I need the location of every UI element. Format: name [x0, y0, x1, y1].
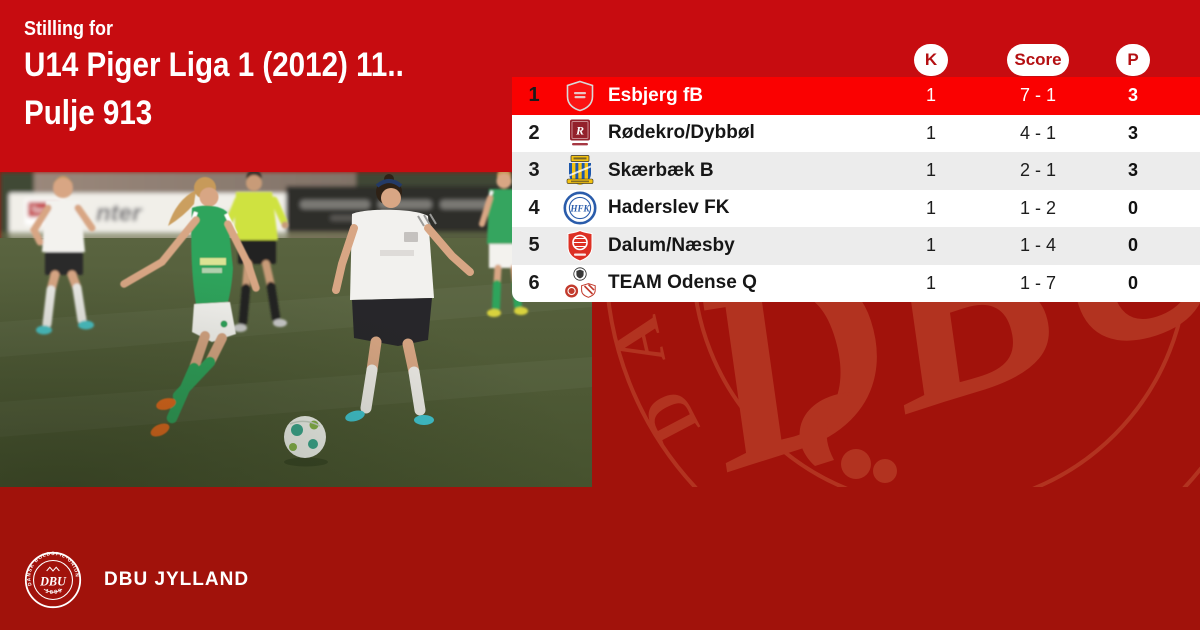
column-header-score: Score	[1007, 44, 1069, 76]
brand-name: DBU JYLLAND	[104, 569, 250, 590]
match-photo: Tec nter Vejle	[0, 172, 592, 487]
rank: 3	[528, 159, 540, 182]
team-name: Rødekro/Dybbøl	[608, 122, 755, 144]
team-name: Dalum/Næsby	[608, 234, 735, 256]
matches-played: 1	[925, 272, 936, 293]
table-row: 2 R Rødekro/Dybbøl 1 4 - 1 3	[512, 114, 1200, 153]
eyebrow-label: Stilling for	[24, 18, 114, 40]
score-value: 1 - 2	[1019, 197, 1057, 218]
banner-brand-text: nter	[96, 200, 143, 227]
team-name: Haderslev FK	[608, 197, 730, 219]
team-logo-dalum	[558, 227, 602, 265]
rank: 5	[528, 234, 540, 257]
page-title-line1: U14 Piger Liga 1 (2012) 11..	[24, 46, 404, 84]
table-row: 3 Skærbæk B 1	[512, 152, 1200, 190]
points-value: 0	[1127, 197, 1138, 218]
table-row: 4 HFK Haderslev FK 1 1 - 2 0	[512, 189, 1200, 228]
rank: 6	[528, 271, 540, 294]
title-block: Stilling for U14 Piger Liga 1 (2012) 11.…	[24, 18, 461, 137]
matches-played: 1	[925, 197, 936, 218]
table-row: 5 Dalum/Næsby 1 1 - 4 0	[512, 227, 1200, 265]
points-value: 0	[1127, 272, 1138, 293]
points-value: 3	[1127, 85, 1138, 106]
seal-year: 1889	[44, 587, 62, 596]
rank: 2	[528, 121, 540, 144]
seal-center-text: DBU	[39, 574, 67, 588]
column-header-k: K	[914, 44, 948, 76]
svg-text:R: R	[575, 124, 584, 138]
svg-text:HFK: HFK	[569, 204, 590, 214]
table-row: 6 TEAM Odense Q 1 1 - 7 0	[512, 264, 1200, 303]
team-logo-team-odense	[558, 265, 602, 303]
team-logo-esbjerg	[558, 77, 602, 115]
footer: DANSK BOLDSPIL-UNION 1889 DBU DBU JYLLAN…	[24, 551, 249, 609]
matches-played: 1	[925, 85, 936, 106]
team-logo-skaerbaek	[558, 152, 602, 190]
matches-played: 1	[925, 235, 936, 256]
svg-text:1889: 1889	[44, 587, 64, 596]
points-value: 3	[1127, 122, 1138, 143]
rank: 1	[528, 84, 540, 107]
rank: 4	[528, 196, 540, 219]
points-value: 0	[1127, 235, 1138, 256]
matches-played: 1	[925, 122, 936, 143]
team-name: Esbjerg fB	[608, 84, 704, 106]
score-value: 4 - 1	[1019, 122, 1057, 143]
team-name: Skærbæk B	[608, 159, 714, 181]
team-name: TEAM Odense Q	[608, 272, 757, 294]
column-header-p: P	[1116, 44, 1150, 76]
watermark-wing	[799, 392, 897, 483]
matches-played: 1	[925, 160, 936, 181]
score-value: 2 - 1	[1019, 160, 1057, 181]
standings-table-header: K Score P	[512, 44, 1200, 77]
table-row: 1 Esbjerg fB 1 7 - 1 3	[512, 77, 1200, 115]
score-value: 7 - 1	[1019, 85, 1057, 106]
banner-logo-text: Tec	[31, 205, 46, 215]
score-value: 1 - 7	[1019, 272, 1057, 293]
standings-table: 1 Esbjerg fB 1 7 - 1 3 2 R	[512, 77, 1200, 302]
score-value: 1 - 4	[1019, 235, 1057, 256]
dbu-logo: DANSK BOLDSPIL-UNION 1889 DBU	[24, 551, 82, 609]
page-title-line2: Pulje 913	[24, 94, 153, 132]
team-logo-rodekro: R	[558, 115, 602, 153]
team-logo-haderslev: HFK	[558, 190, 602, 228]
points-value: 3	[1127, 160, 1138, 181]
